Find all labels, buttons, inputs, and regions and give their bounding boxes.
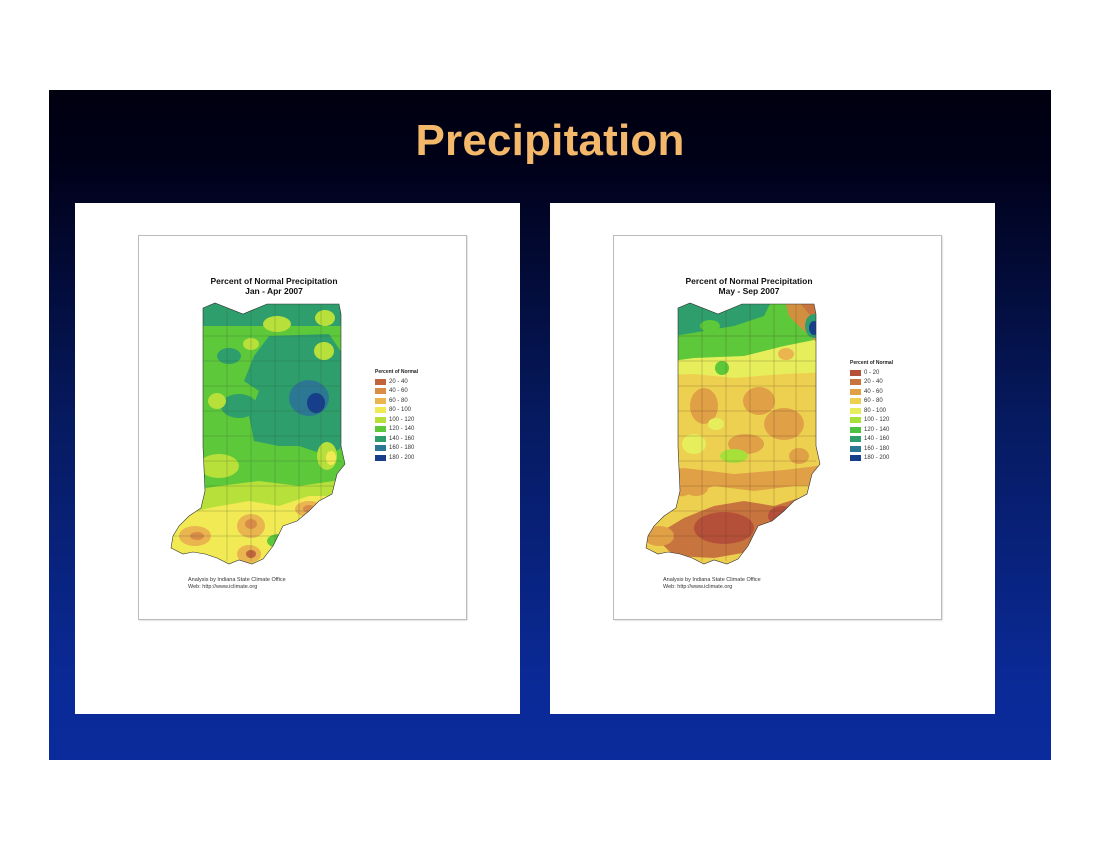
indiana-precipitation-map-may-sep xyxy=(645,302,821,565)
legend-item: 80 - 100 xyxy=(850,406,893,416)
map-credit: Analysis by Indiana State Climate Office… xyxy=(188,577,286,591)
legend-swatch xyxy=(375,416,386,423)
map-frame: Percent of Normal Precipitation May - Se… xyxy=(613,235,942,620)
legend-label: 60 - 80 xyxy=(864,398,883,405)
legend-swatch xyxy=(850,369,861,376)
legend-label: 20 - 40 xyxy=(864,379,883,386)
legend-swatch xyxy=(850,379,861,386)
legend-swatch xyxy=(375,378,386,385)
legend-label: 180 - 200 xyxy=(864,455,890,462)
legend-label: 180 - 200 xyxy=(389,454,415,461)
legend-item: 60 - 80 xyxy=(850,397,893,407)
legend-label: 140 - 160 xyxy=(864,436,890,443)
legend-label: 0 - 20 xyxy=(864,369,880,376)
credit-line: Analysis by Indiana State Climate Office xyxy=(663,577,761,583)
legend-swatch xyxy=(850,445,861,452)
legend-label: 40 - 60 xyxy=(864,388,883,395)
legend-label: 40 - 60 xyxy=(389,388,408,395)
legend-item: 40 - 60 xyxy=(375,387,418,397)
legend-swatch xyxy=(375,435,386,442)
legend-label: 20 - 40 xyxy=(389,378,408,385)
legend-label: 60 - 80 xyxy=(389,397,408,404)
map-title: Percent of Normal Precipitation May - Se… xyxy=(614,276,884,296)
legend-item: 60 - 80 xyxy=(375,396,418,406)
map-panel-may-sep: Percent of Normal Precipitation May - Se… xyxy=(550,203,995,714)
legend-swatch xyxy=(850,417,861,424)
legend-label: 160 - 180 xyxy=(389,445,415,452)
legend-label: 100 - 120 xyxy=(389,416,415,423)
legend-label: 100 - 120 xyxy=(864,417,890,424)
legend-label: 120 - 140 xyxy=(389,426,415,433)
legend-item: 40 - 60 xyxy=(850,387,893,397)
legend-title: Percent of Normal xyxy=(850,360,894,366)
map-legend: Percent of Normal 20 - 40 40 - 60 60 - 8… xyxy=(375,369,418,463)
legend-swatch xyxy=(850,426,861,433)
legend-swatch xyxy=(375,407,386,414)
map-legend: Percent of Normal 0 - 20 20 - 40 40 - 60… xyxy=(850,360,893,463)
legend-label: 80 - 100 xyxy=(389,407,412,414)
credit-line: Analysis by Indiana State Climate Office xyxy=(188,577,286,583)
legend-swatch xyxy=(850,407,861,414)
indiana-precipitation-map-jan-apr xyxy=(170,302,346,565)
legend-item: 120 - 140 xyxy=(850,425,893,435)
legend-item: 100 - 120 xyxy=(375,415,418,425)
legend-swatch xyxy=(375,426,386,433)
legend-item: 160 - 180 xyxy=(850,444,893,454)
slide-background: Precipitation Percent of Normal Precipit… xyxy=(49,90,1051,760)
legend-item: 20 - 40 xyxy=(850,378,893,388)
map-title: Percent of Normal Precipitation Jan - Ap… xyxy=(139,276,409,296)
legend-item: 120 - 140 xyxy=(375,425,418,435)
legend-item: 140 - 160 xyxy=(850,435,893,445)
map-title-text: Percent of Normal Precipitation xyxy=(210,276,338,286)
map-credit: Analysis by Indiana State Climate Office… xyxy=(663,577,761,591)
legend-swatch xyxy=(375,397,386,404)
legend-label: 160 - 180 xyxy=(864,445,890,452)
legend-label: 80 - 100 xyxy=(864,407,887,414)
map-panel-jan-apr: Percent of Normal Precipitation Jan - Ap… xyxy=(75,203,520,714)
legend-item: 100 - 120 xyxy=(850,416,893,426)
map-title-text: Percent of Normal Precipitation xyxy=(685,276,813,286)
legend-swatch xyxy=(850,436,861,443)
legend-swatch xyxy=(850,455,861,462)
legend-swatch xyxy=(850,388,861,395)
map-period: Jan - Apr 2007 xyxy=(245,286,303,296)
legend-item: 180 - 200 xyxy=(850,454,893,464)
credit-web-line: Web: http://www.iclimate.org xyxy=(188,584,258,590)
legend-item: 160 - 180 xyxy=(375,444,418,454)
legend-item: 0 - 20 xyxy=(850,368,893,378)
legend-title: Percent of Normal xyxy=(375,369,419,375)
legend-item: 140 - 160 xyxy=(375,434,418,444)
legend-item: 20 - 40 xyxy=(375,377,418,387)
map-period: May - Sep 2007 xyxy=(718,286,780,296)
legend-swatch xyxy=(375,454,386,461)
legend-item: 80 - 100 xyxy=(375,406,418,416)
legend-swatch xyxy=(850,398,861,405)
legend-swatch xyxy=(375,388,386,395)
legend-swatch xyxy=(375,445,386,452)
credit-web-line: Web: http://www.iclimate.org xyxy=(663,584,733,590)
legend-label: 140 - 160 xyxy=(389,435,415,442)
slide-title: Precipitation xyxy=(415,116,685,165)
map-frame: Percent of Normal Precipitation Jan - Ap… xyxy=(138,235,467,620)
legend-label: 120 - 140 xyxy=(864,426,890,433)
legend-item: 180 - 200 xyxy=(375,453,418,463)
